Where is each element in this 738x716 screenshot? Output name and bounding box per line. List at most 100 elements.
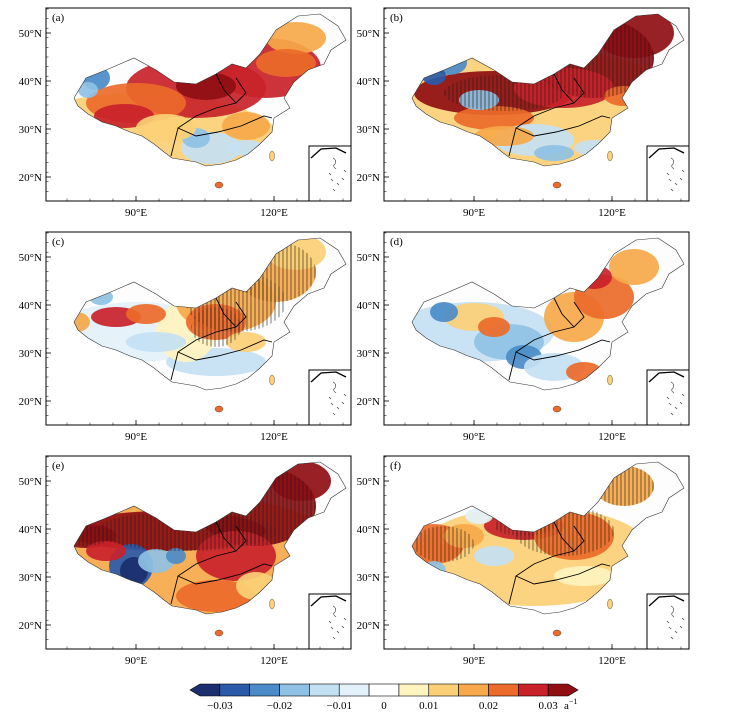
colorbar-swatch: [189, 683, 221, 697]
trend-blob: [74, 312, 90, 332]
map-panel-c: (c) 50°N 40°N 30°N 20°N 90°E 120°E: [19, 231, 352, 443]
hainan-island: [552, 181, 562, 189]
region-boundary: [215, 521, 237, 552]
lon-tick-label: 90°E: [125, 655, 147, 667]
lat-tick-label: 30°N: [357, 572, 380, 584]
significance-hatch: [444, 75, 564, 111]
lat-tick-label: 20°N: [357, 396, 380, 408]
region-boundary: [215, 297, 237, 328]
country-border: [411, 13, 685, 167]
trend-blob: [609, 249, 659, 285]
taiwan-island: [269, 374, 275, 386]
panel-label: (c): [52, 236, 65, 248]
trend-blob: [474, 546, 514, 566]
colorbar-tick-label: 0.01: [419, 700, 438, 712]
hainan-island: [214, 405, 224, 413]
lat-tick-label: 20°N: [19, 620, 42, 632]
colorbar-swatch: [279, 683, 310, 697]
colorbar-swatch: [249, 683, 280, 697]
trend-blob: [166, 548, 186, 564]
colorbar-swatch: [309, 683, 340, 697]
lon-tick-label: 120°E: [598, 207, 626, 219]
trend-blob: [534, 145, 574, 161]
trend-blob: [474, 126, 534, 146]
colorbar-swatch: [368, 683, 400, 697]
lon-tick-label: 120°E: [260, 431, 288, 443]
colorbar-swatch: [518, 683, 549, 697]
trend-blob: [136, 114, 196, 142]
south-china-sea-inset: [308, 369, 352, 426]
region-boundary: [515, 339, 611, 361]
trend-blob: [430, 302, 458, 322]
colorbar-tick-label: 0.02: [479, 700, 498, 712]
trend-blob: [176, 580, 256, 612]
panel-label: (a): [52, 12, 65, 24]
lon-tick-label: 90°E: [125, 207, 147, 219]
trend-blob: [478, 317, 510, 337]
region-boundary: [215, 73, 237, 104]
trend-blob: [266, 22, 326, 54]
lat-tick-label: 40°N: [357, 524, 380, 536]
lat-tick-label: 30°N: [357, 124, 380, 136]
lon-tick-label: 120°E: [260, 655, 288, 667]
taiwan-island: [269, 150, 275, 162]
colorbar-swatch: [488, 683, 519, 697]
country-border: [73, 461, 347, 615]
significance-hatch: [414, 526, 474, 562]
country-border: [411, 461, 685, 615]
panel-label: (f): [390, 460, 401, 472]
country-border: [73, 237, 347, 391]
trend-blob: [86, 541, 126, 561]
lat-tick-label: 50°N: [357, 28, 380, 40]
region-boundary: [177, 115, 273, 137]
map-panel-b: (b) 50°N 40°N 30°N 20°N 90°E 120°E: [357, 7, 690, 219]
panel-label: (d): [390, 236, 403, 248]
hainan-island: [552, 629, 562, 637]
colorbar-tick-label: −0.03: [207, 700, 233, 712]
lat-tick-label: 30°N: [19, 572, 42, 584]
lat-tick-label: 50°N: [19, 476, 42, 488]
panel-label: (b): [390, 12, 403, 24]
lon-tick-label: 120°E: [598, 655, 626, 667]
colorbar-tick-label: 0: [381, 700, 387, 712]
taiwan-island: [607, 598, 613, 610]
lat-tick-label: 20°N: [19, 396, 42, 408]
map-panel-a: (a) 50°N 40°N 30°N 20°N 90°E 120°E: [19, 7, 352, 219]
country-border: [73, 13, 347, 167]
colorbar-tick-label: −0.02: [267, 700, 292, 712]
lat-tick-label: 20°N: [357, 172, 380, 184]
colorbar-swatch: [219, 683, 250, 697]
lon-tick-label: 90°E: [463, 655, 485, 667]
taiwan-island: [607, 150, 613, 162]
lat-tick-label: 40°N: [357, 300, 380, 312]
south-china-sea-inset: [646, 145, 690, 202]
trend-blob: [78, 82, 98, 98]
south-china-sea-inset: [308, 593, 352, 650]
south-china-sea-inset: [646, 593, 690, 650]
lat-tick-label: 30°N: [19, 124, 42, 136]
taiwan-island: [607, 374, 613, 386]
trend-blob: [454, 106, 534, 130]
country-border: [411, 237, 685, 391]
colorbar-swatch: [398, 683, 430, 697]
lat-tick-label: 30°N: [357, 348, 380, 360]
lat-tick-label: 50°N: [19, 28, 42, 40]
lat-tick-label: 50°N: [357, 476, 380, 488]
trend-blob: [256, 49, 316, 77]
lat-tick-label: 20°N: [19, 172, 42, 184]
colorbar: −0.03 −0.02 −0.01 0 0.01 0.02 0.03 a−1: [189, 683, 579, 712]
hainan-island: [552, 405, 562, 413]
significance-hatch: [191, 307, 241, 347]
region-boundary: [177, 563, 273, 585]
lon-tick-label: 120°E: [598, 431, 626, 443]
taiwan-island: [269, 598, 275, 610]
hainan-island: [214, 181, 224, 189]
region-boundary: [177, 339, 273, 361]
map-panel-f: (f) 50°N 40°N 30°N 20°N 90°E 120°E: [357, 455, 690, 667]
colorbar-swatch: [428, 683, 459, 697]
region-boundary: [553, 73, 575, 104]
hainan-island: [214, 629, 224, 637]
lat-tick-label: 40°N: [19, 524, 42, 536]
significance-hatch: [74, 526, 111, 546]
